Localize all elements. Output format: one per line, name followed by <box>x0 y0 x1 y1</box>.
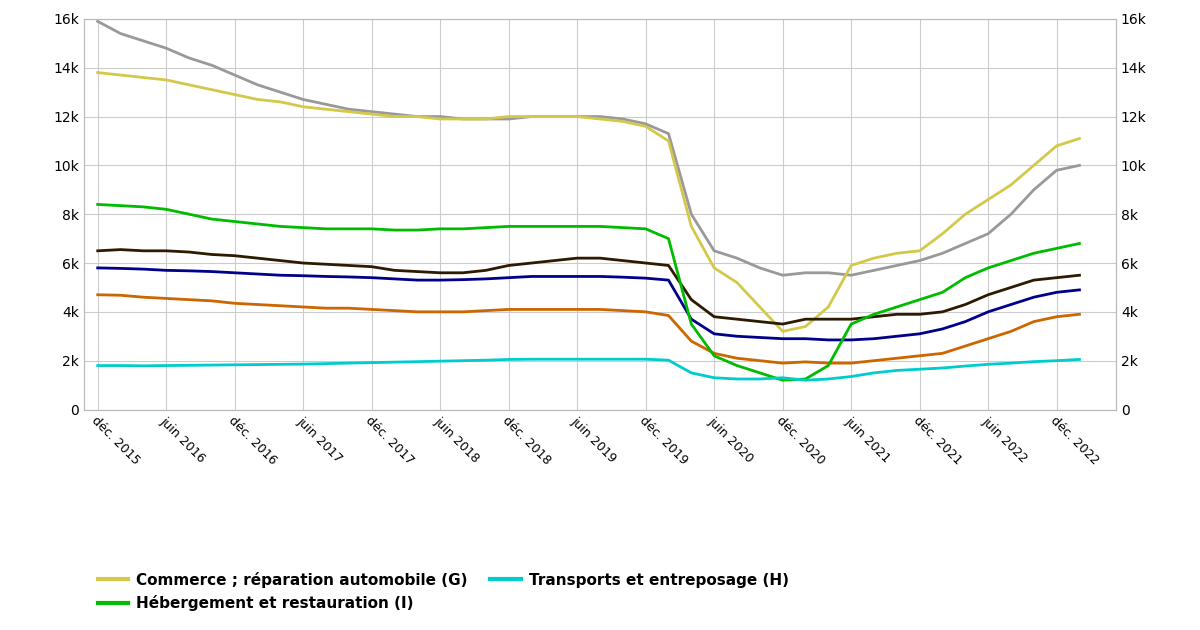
Legend: Commerce ; réparation automobile (G), Hébergement et restauration (I), Transport: Commerce ; réparation automobile (G), Hé… <box>91 566 794 617</box>
